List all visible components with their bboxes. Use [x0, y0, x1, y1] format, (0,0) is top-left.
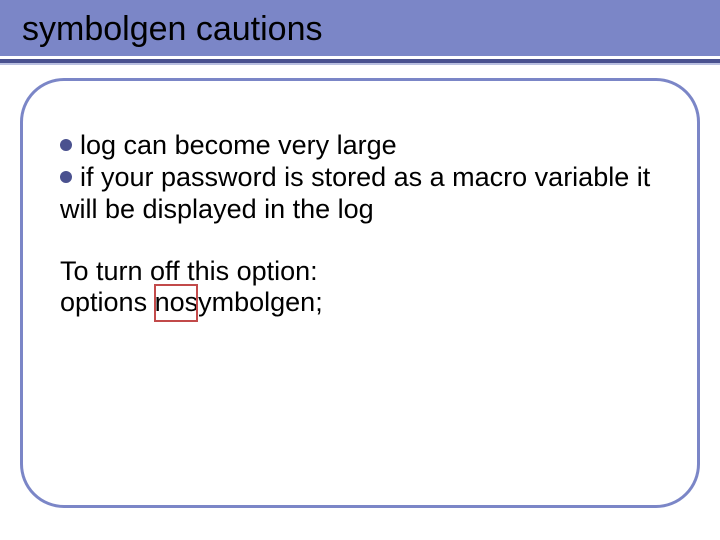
bullet-icon — [60, 139, 72, 151]
code-line: options nosymbolgen; — [60, 287, 660, 319]
content-area: log can become very large if your passwo… — [60, 130, 660, 319]
bullet-icon — [60, 171, 72, 183]
followup-intro: To turn off this option: — [60, 256, 660, 288]
bullet-item: if your password is stored as a macro va… — [60, 162, 660, 226]
slide-title: symbolgen cautions — [22, 10, 323, 49]
slide: symbolgen cautions log can become very l… — [0, 0, 720, 540]
bullet-text: if your password is stored as a macro va… — [60, 162, 650, 224]
title-underline-light — [0, 63, 720, 65]
highlight-box — [154, 284, 198, 322]
bullet-text: log can become very large — [80, 130, 397, 160]
code-prefix: options — [60, 287, 155, 317]
bullet-item: log can become very large — [60, 130, 660, 162]
code-suffix: symbolgen; — [185, 287, 323, 317]
